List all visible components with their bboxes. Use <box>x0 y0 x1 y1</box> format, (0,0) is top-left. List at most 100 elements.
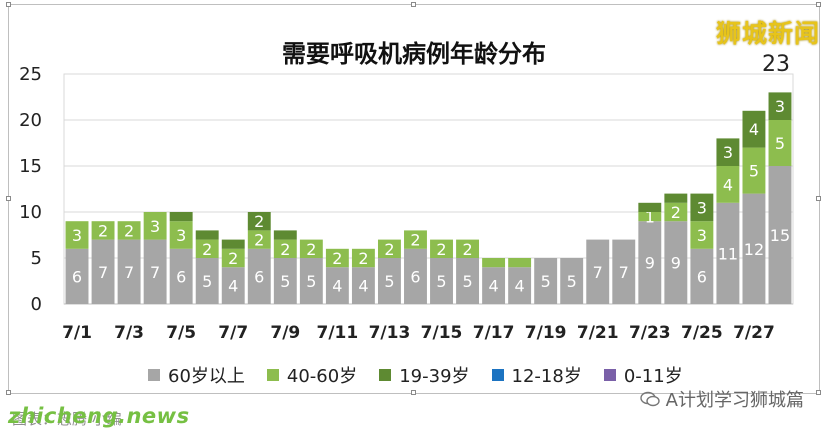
bar-segment <box>638 202 662 212</box>
bar-segment <box>534 258 558 304</box>
bar-segment <box>169 221 193 249</box>
bar-segment <box>299 258 323 304</box>
x-tick-label: 7/25 <box>681 323 723 343</box>
bar-segment <box>169 248 193 304</box>
data-label: 6 <box>254 267 264 286</box>
bar-segment <box>742 110 766 148</box>
data-label: 4 <box>228 277 238 296</box>
x-tick-label: 7/27 <box>733 323 775 343</box>
bar-segment <box>430 258 453 304</box>
data-label: 1 <box>645 208 655 227</box>
data-label: 5 <box>202 272 212 291</box>
bar-segment <box>742 147 766 194</box>
legend-swatch <box>148 369 160 381</box>
bar-segment <box>247 230 271 249</box>
data-label: 2 <box>436 240 446 259</box>
y-tick-label: 25 <box>19 64 42 85</box>
bar-segment <box>377 239 401 258</box>
watermark-left: zhicheng.news <box>8 404 190 428</box>
data-label: 5 <box>436 272 446 291</box>
bar-segment <box>638 212 662 222</box>
bar-segment <box>690 248 714 304</box>
data-label: 4 <box>332 277 342 296</box>
bar-segment <box>768 166 792 304</box>
data-label: 2 <box>332 249 342 268</box>
bar-segment <box>664 221 688 304</box>
data-label: 3 <box>176 226 186 245</box>
bar-segment <box>482 267 506 304</box>
bar-segment <box>299 239 323 258</box>
bar-segment <box>508 258 532 268</box>
y-tick-label: 0 <box>31 294 42 315</box>
x-tick-label: 7/17 <box>473 323 515 343</box>
resize-handle-bottom-right[interactable] <box>816 390 821 395</box>
legend-item-19-39: 19-39岁 <box>379 362 470 388</box>
data-label: 7 <box>593 263 603 282</box>
legend-item-60-plus: 60岁以上 <box>148 362 245 388</box>
data-label: 2 <box>254 212 264 231</box>
bar-segment <box>508 267 532 304</box>
x-tick-label: 7/9 <box>270 323 300 343</box>
data-label: 2 <box>384 240 394 259</box>
bar-segment <box>325 267 349 304</box>
resize-handle-top-right[interactable] <box>816 2 821 7</box>
data-label: 5 <box>306 272 316 291</box>
x-tick-label: 7/23 <box>629 323 671 343</box>
resize-handle-top-left[interactable] <box>6 2 11 7</box>
resize-handle-top-middle[interactable] <box>411 2 416 7</box>
data-label: 5 <box>280 272 290 291</box>
resize-handle-bottom-left[interactable] <box>6 390 11 395</box>
data-label: 3 <box>723 143 733 162</box>
chart-legend: 60岁以上 40-60岁 19-39岁 12-18岁 0-11岁 <box>148 362 683 388</box>
bar-segment <box>143 239 167 304</box>
bar-segment <box>195 258 219 304</box>
data-label: 4 <box>515 277 525 296</box>
data-label: 6 <box>72 267 82 286</box>
data-label: 15 <box>770 226 790 245</box>
chart-title: 需要呼吸机病例年龄分布 <box>282 40 546 68</box>
data-label: 9 <box>645 254 655 273</box>
data-label: 7 <box>150 263 160 282</box>
data-label: 5 <box>541 272 551 291</box>
bar-segment <box>404 230 427 249</box>
bar-segment <box>169 212 193 222</box>
brand-logo-text: 狮城新闻 <box>715 19 820 48</box>
bar-segment <box>195 230 219 240</box>
data-label: 6 <box>410 267 420 286</box>
bar-segment <box>742 193 766 304</box>
data-label: 4 <box>723 175 733 194</box>
resize-handle-left-middle[interactable] <box>6 196 11 201</box>
bar-segment <box>690 221 714 249</box>
data-label: 4 <box>358 277 368 296</box>
data-label: 7 <box>98 263 108 282</box>
bar-segment <box>768 92 792 120</box>
legend-swatch <box>491 369 504 381</box>
data-label: 3 <box>775 97 785 116</box>
wechat-icon <box>639 391 660 407</box>
legend-item-40-60: 40-60岁 <box>266 362 358 388</box>
x-tick-label: 7/11 <box>317 323 359 343</box>
data-label: 11 <box>718 244 738 263</box>
x-tick-label: 7/21 <box>577 323 619 343</box>
legend-swatch <box>603 369 616 381</box>
x-tick-label: 7/3 <box>114 323 144 343</box>
x-tick-label: 7/19 <box>525 323 567 343</box>
data-label: 5 <box>775 134 785 153</box>
bar-segment <box>351 248 375 268</box>
data-label: 3 <box>150 217 160 236</box>
total-annotation: 23 <box>762 52 790 77</box>
data-label: 4 <box>488 277 498 296</box>
resize-handle-right-middle[interactable] <box>816 196 821 201</box>
legend-label: 40-60岁 <box>286 366 358 387</box>
data-label: 9 <box>671 254 681 273</box>
bar-segment <box>430 239 453 258</box>
bar-segment <box>586 239 610 304</box>
data-label: 12 <box>744 240 764 259</box>
data-label: 6 <box>697 267 707 286</box>
resize-handle-bottom-middle[interactable] <box>411 390 416 395</box>
bar-segment <box>638 221 662 304</box>
legend-label: 60岁以上 <box>168 366 245 387</box>
y-tick-label: 15 <box>19 156 42 177</box>
bar-segment <box>65 248 89 304</box>
